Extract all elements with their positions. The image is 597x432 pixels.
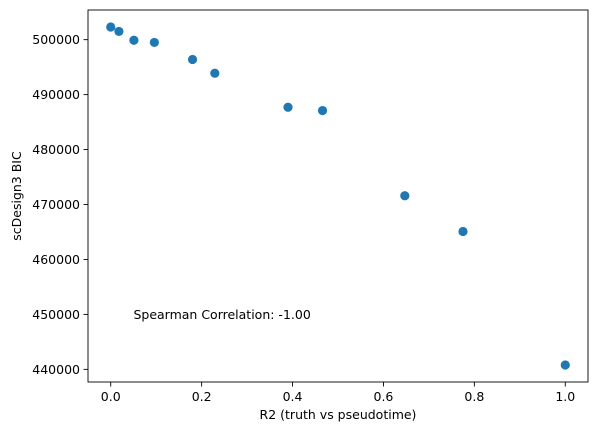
y-tick-label: 470000 (32, 197, 80, 212)
data-point (114, 26, 124, 37)
x-tick-label: 1.0 (555, 389, 575, 404)
x-tick-label: 0.8 (464, 389, 484, 404)
x-tick-label: 0.2 (192, 389, 212, 404)
y-tick-label: 460000 (32, 252, 80, 267)
data-point (458, 226, 468, 237)
data-point (400, 191, 410, 201)
data-points (106, 22, 570, 370)
data-point (106, 22, 116, 32)
y-tick-label: 450000 (32, 307, 80, 322)
y-axis-label: scDesign3 BIC (9, 151, 24, 241)
plot-frame (87, 9, 589, 383)
data-point (210, 68, 220, 78)
spearman-annotation: Spearman Correlation: -1.00 (133, 307, 310, 322)
y-tick-label: 490000 (32, 87, 80, 102)
y-axis-ticks: 440000 450000 460000 470000 480000 490000 5000… (32, 32, 88, 377)
y-tick-label: 500000 (32, 32, 80, 47)
y-tick-label: 440000 (32, 362, 80, 377)
y-tick-label: 480000 (32, 142, 80, 157)
data-point (129, 35, 139, 45)
data-point (283, 102, 293, 112)
x-tick-label: 0.6 (374, 389, 394, 404)
x-axis-ticks: 0.0 0.2 0.4 0.6 0.8 1.0 (101, 382, 575, 404)
data-point (187, 54, 198, 65)
x-tick-label: 0.0 (101, 389, 121, 404)
data-point (149, 37, 159, 48)
x-tick-label: 0.4 (283, 389, 303, 404)
data-point (560, 360, 570, 370)
data-point (317, 105, 328, 116)
x-axis-label: R2 (truth vs pseudotime) (260, 407, 417, 422)
